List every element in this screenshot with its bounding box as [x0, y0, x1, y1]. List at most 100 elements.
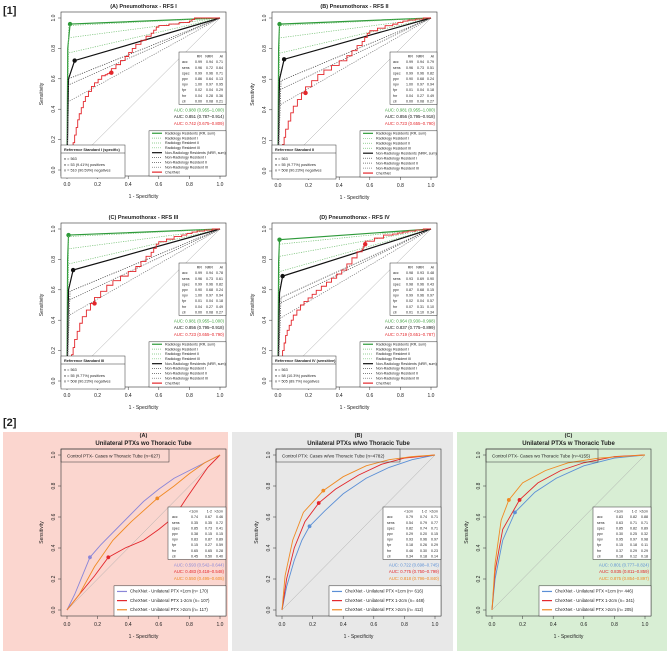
metrics-value: 0.34 [406, 554, 413, 558]
metrics-value: 0.97 [206, 294, 213, 298]
x-tick-label: 0.8 [401, 622, 408, 628]
metrics-value: 0.51 [427, 66, 434, 70]
y-tick-label: 0.6 [262, 286, 268, 293]
x-tick-label: 0.2 [94, 622, 101, 628]
metrics-table-frame [389, 262, 438, 316]
operating-point-marker [72, 58, 77, 63]
metrics-value: 0.50 [205, 554, 212, 558]
metrics-column-header: NRR [416, 266, 424, 270]
reference-title: Reference Standard IV (sensitive) [275, 359, 336, 363]
operating-point-marker [155, 496, 160, 501]
legend-label: CheXNet - Unilateral PTX <1cm (n= 616) [345, 589, 424, 594]
control-group-label: Control PTX- Cases w Thoracic Tube (n=62… [67, 454, 160, 459]
y-tick-label: 0.4 [266, 544, 272, 551]
metrics-table-frame [167, 506, 227, 560]
metrics-row-label: cil [182, 99, 186, 103]
chance-diagonal [281, 454, 436, 611]
reference-frame [60, 144, 126, 179]
auc-label: AUC: 0.964 (0.930–0.998) [385, 318, 436, 323]
reference-title: Reference Standard III [64, 359, 104, 363]
metrics-value: 0.00 [195, 310, 202, 314]
metrics-column-header: NRR [416, 55, 424, 59]
operating-point-marker [363, 242, 368, 247]
auc-label: AUC: 0.593 (0.542–0.644) [174, 562, 225, 567]
legend-frame [113, 585, 227, 617]
metrics-value: 0.64 [206, 77, 213, 81]
metrics-column-header: AI [431, 266, 434, 270]
metrics-value: 0.96 [206, 282, 213, 286]
x-tick-label: 0.4 [336, 393, 343, 399]
operating-point-marker [307, 524, 312, 529]
metrics-value: 0.99 [406, 71, 413, 75]
metrics-column-header: RR [197, 55, 203, 59]
y-axis-label: Sensitivity [39, 521, 45, 544]
roc-chart-bottom-a: 0.0 0.0 0.2 0.2 0.4 0.4 0.6 0.6 0.8 0.8 1.0 1.0 1 - … [39, 433, 227, 640]
legend-label: CheXNet - Unilateral PTX >2cm (n= 117) [130, 607, 208, 612]
reference-frame [271, 144, 337, 180]
chance-diagonal [66, 17, 221, 171]
x-tick-label: 0.4 [125, 182, 132, 188]
legend-frame [538, 585, 652, 617]
metrics-row-label: ppv [172, 532, 178, 536]
legend-label: Radiology Residents (RR, sum) [165, 342, 215, 346]
roc-curve-series-8 [277, 228, 431, 381]
metrics-value: 0.74 [191, 515, 198, 519]
control-group-label: Control PTX- Cases wo Thoracic Tube (n=4… [492, 454, 591, 459]
y-tick-label: 0.8 [262, 256, 268, 263]
x-tick-label: 0.8 [186, 182, 193, 188]
legend-label: Radiology Residents (RR, sum) [376, 132, 426, 136]
auc-label: AUC: 0.801 (0.777–0.824) [599, 562, 650, 567]
metrics-row-label: spec [387, 526, 395, 530]
metrics-value: 0.71 [630, 521, 637, 525]
auc-label: AUC: 0.719 (0.651–0.787) [385, 332, 436, 337]
metrics-row-label: cil [182, 310, 186, 314]
auc-label: AUC: 0.980 (0.955–1.000) [174, 107, 225, 112]
metrics-row-label: acc [172, 515, 178, 519]
legend-label: Non-Radiology Resident III [165, 165, 208, 169]
legend-label: Non-Radiology Residents (NRR, sum) [376, 362, 437, 366]
metrics-value: 0.77 [431, 521, 438, 525]
y-axis-label: Sensitivity [39, 82, 45, 105]
x-tick-label: 0.8 [186, 622, 193, 628]
y-tick-label: 0.0 [266, 606, 272, 613]
x-tick-label: 0.2 [94, 393, 101, 399]
y-axis-label: Sensitivity [250, 83, 256, 106]
legend-label: Non-Radiology Resident I [376, 367, 417, 371]
metrics-value: 0.83 [191, 538, 198, 542]
metrics-value: 0.02 [195, 88, 202, 92]
y-tick-label: 0.0 [262, 377, 268, 384]
metrics-value: 0.59 [216, 543, 223, 547]
chart-subtitle: Unilateral PTXs w/wo Thoracic Tube [307, 441, 410, 447]
x-tick-label: 0.4 [340, 622, 347, 628]
chance-diagonal [66, 228, 221, 382]
y-tick-label: 0.0 [262, 167, 268, 174]
metrics-value: 0.30 [420, 549, 427, 553]
legend-frame [148, 341, 227, 388]
x-tick-label: 0.8 [186, 393, 193, 399]
x-tick-label: 0.6 [366, 393, 373, 399]
metrics-value: 0.08 [206, 99, 213, 103]
roc-chart-bottom-c: 0.0 0.0 0.2 0.2 0.4 0.4 0.6 0.6 0.8 0.8 1.0 1.0 1 - … [464, 433, 652, 640]
metrics-row-label: spec [597, 526, 605, 530]
legend-label: Non-Radiology Resident I [165, 156, 206, 160]
metrics-value: 0.72 [216, 521, 223, 525]
operating-point-marker [506, 498, 511, 502]
roc-curve-series-6 [66, 17, 221, 171]
metrics-value: 0.99 [195, 60, 202, 64]
metrics-row-label: sens [597, 521, 605, 525]
metrics-value: 0.29 [216, 88, 223, 92]
x-tick-label: 0.4 [125, 622, 132, 628]
legend-label: Radiology Resident I [376, 347, 409, 351]
metrics-row-label: fnr [393, 305, 398, 309]
metrics-row-label: spec [393, 71, 401, 75]
metrics-value: 0.72 [206, 66, 213, 70]
metrics-value: 0.98 [641, 538, 648, 542]
reference-count: n = 563 [275, 368, 288, 372]
auc-label: AUC: 0.835 (0.811–0.859) [599, 569, 649, 574]
x-tick-label: 0.8 [397, 393, 404, 399]
legend: Radiology Residents (RR, sum)Radiology R… [148, 130, 227, 177]
metrics-value: 0.78 [216, 271, 223, 275]
metrics-value: 0.40 [216, 554, 223, 558]
control-group-box: Control PTX- Cases w Thoracic Tube (n=62… [60, 448, 170, 463]
y-tick-label: 1.0 [51, 14, 57, 21]
